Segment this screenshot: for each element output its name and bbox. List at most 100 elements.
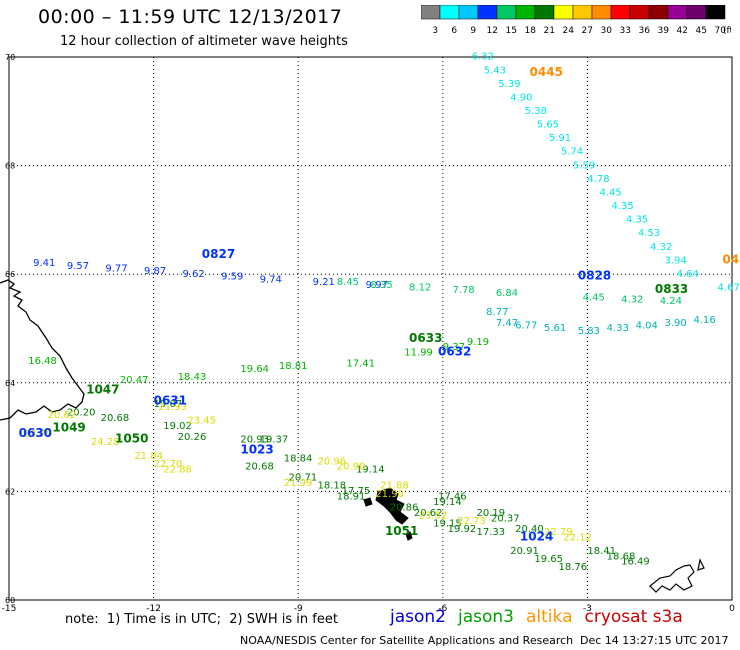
colorbar-label: 9 [470,26,476,36]
wave-height-value: 19.14 [433,497,462,508]
wave-height-value: 5.39 [498,79,520,90]
wave-height-value: 6.32 [472,52,494,63]
wave-height-value: 20.91 [510,546,539,557]
wave-height-value: 19.65 [534,554,563,565]
lon-tick-label: -15 [2,604,17,614]
colorbar-label: 6 [451,26,457,36]
wave-height-value: 8.35 [371,280,393,291]
wave-height-value: 22.79 [544,527,573,538]
wave-height-value: 9.74 [260,274,282,285]
iceland-coast [0,279,85,421]
wave-height-value: 21.84 [134,451,163,462]
wave-height-value: 4.35 [626,215,648,226]
wave-height-value: 21.99 [284,478,313,489]
lat-lon-grid [8,56,733,601]
wave-height-value: 23.79 [23,429,52,440]
pass-time-label: 0633 [409,331,442,345]
wave-height-value: 21.88 [380,481,409,492]
pass-time-label: 0631 [154,394,187,408]
wave-height-value: 20.68 [245,462,274,473]
lon-tick-label: -12 [146,604,161,614]
colorbar-label: 70 [715,26,727,36]
wave-height-value: 17.33 [477,527,506,538]
wave-height-value: 4.78 [587,174,609,185]
wave-height-value: 20.93 [240,435,269,446]
faroe-islets [363,497,413,541]
wave-height-value: 4.16 [693,315,715,326]
lat-tick-label: 60 [5,596,15,605]
wave-height-value: 19.64 [240,364,269,375]
wave-height-value: 5.59 [573,160,595,171]
wave-height-value: 22.73 [457,516,486,527]
wave-height-value: 4.35 [612,201,634,212]
wave-height-value: 11.99 [404,348,433,359]
wave-height-value: 20.71 [289,473,318,484]
wave-height-value: 20.86 [390,502,419,513]
wave-height-value: 9.57 [67,261,89,272]
wave-height-value: 21.93 [158,402,187,413]
wave-height-value: 5.61 [544,323,566,334]
wave-height-value: 4.45 [599,187,621,198]
shetland-islands [649,558,705,593]
altimeter-tracks: 6.32 5.43 5.39 4.90 5.38 5.65 5.91 5.74 5.59 4.78… [23,52,739,573]
pass-time-label: 0632 [438,345,471,359]
lat-tick-label: 68 [5,162,15,171]
wave-height-value: 20.68 [101,413,130,424]
colorbar-label: 33 [620,26,631,36]
wave-height-value: 9.97 [366,280,388,291]
colorbar-label: 24 [563,26,575,36]
wave-height-value: 5.65 [537,120,559,131]
wave-height-value: 16.48 [28,356,57,367]
map-title: 00:00 – 11:59 UTC 12/13/2017 [38,6,343,28]
wave-height-value: 5.74 [561,147,583,158]
wave-height-value: 18.18 [317,481,346,492]
wave-height-value: 20.47 [120,375,149,386]
lon-tick-label: 0 [729,604,735,614]
pass-time-label: 1050 [115,432,148,446]
wave-height-value: 8.45 [337,277,359,288]
colorbar-label: 15 [506,26,517,36]
pass-time-label: 0445 [530,65,563,79]
wave-height-value: 5.38 [525,106,547,117]
wave-height-value: 17.75 [342,486,371,497]
lat-tick-label: 66 [5,270,15,279]
pass-time-label: 0833 [655,282,688,296]
wave-height-value: 4.53 [638,228,660,239]
wave-height-value: 19.07 [154,399,183,410]
pass-time-label: 04 [722,252,739,266]
wave-height-value: 19.14 [356,464,385,475]
colorbar-label: 12 [487,26,498,36]
wave-height-value: 9.19 [467,337,489,348]
wave-height-value: 19.02 [163,421,192,432]
wave-height-value: 9.59 [221,272,243,283]
lon-tick-label: -9 [294,604,303,614]
wave-height-value: 4.24 [660,296,682,307]
wave-height-value: 3.94 [665,255,687,266]
satellite-legend: jason2 jason3 altika cryosat s3a [390,607,695,627]
wave-height-value: 9.87 [144,266,166,277]
wave-height-value: 17.46 [438,492,467,503]
colorbar-label: 36 [639,26,651,36]
pass-time-label: 1024 [520,529,553,543]
pass-time-label: 0828 [578,269,611,283]
colorbar-label: 45 [696,26,707,36]
wave-height-value: 18.84 [284,454,313,465]
satellite-legend-item: cryosat s3a [584,607,683,627]
wave-height-value: 4.67 [718,282,740,293]
wave-height-value: 3.90 [665,318,687,329]
wave-height-value: 20.20 [67,407,96,418]
wave-height-value: 9.77 [105,263,127,274]
wave-height-value: 5.83 [578,326,600,337]
wave-height-value: 21.90 [375,489,404,500]
colorbar-label: 21 [544,26,555,36]
colorbar-label: 42 [677,26,688,36]
wave-height-value: 8.12 [409,282,431,293]
map-subtitle: 12 hour collection of altimeter wave hei… [60,34,348,49]
map-frame [8,56,733,601]
wave-height-value: 18.41 [587,546,616,557]
wave-height-value: 9.21 [313,277,335,288]
lon-tick-label: -6 [438,604,447,614]
wave-height-value: 18.91 [337,492,366,503]
